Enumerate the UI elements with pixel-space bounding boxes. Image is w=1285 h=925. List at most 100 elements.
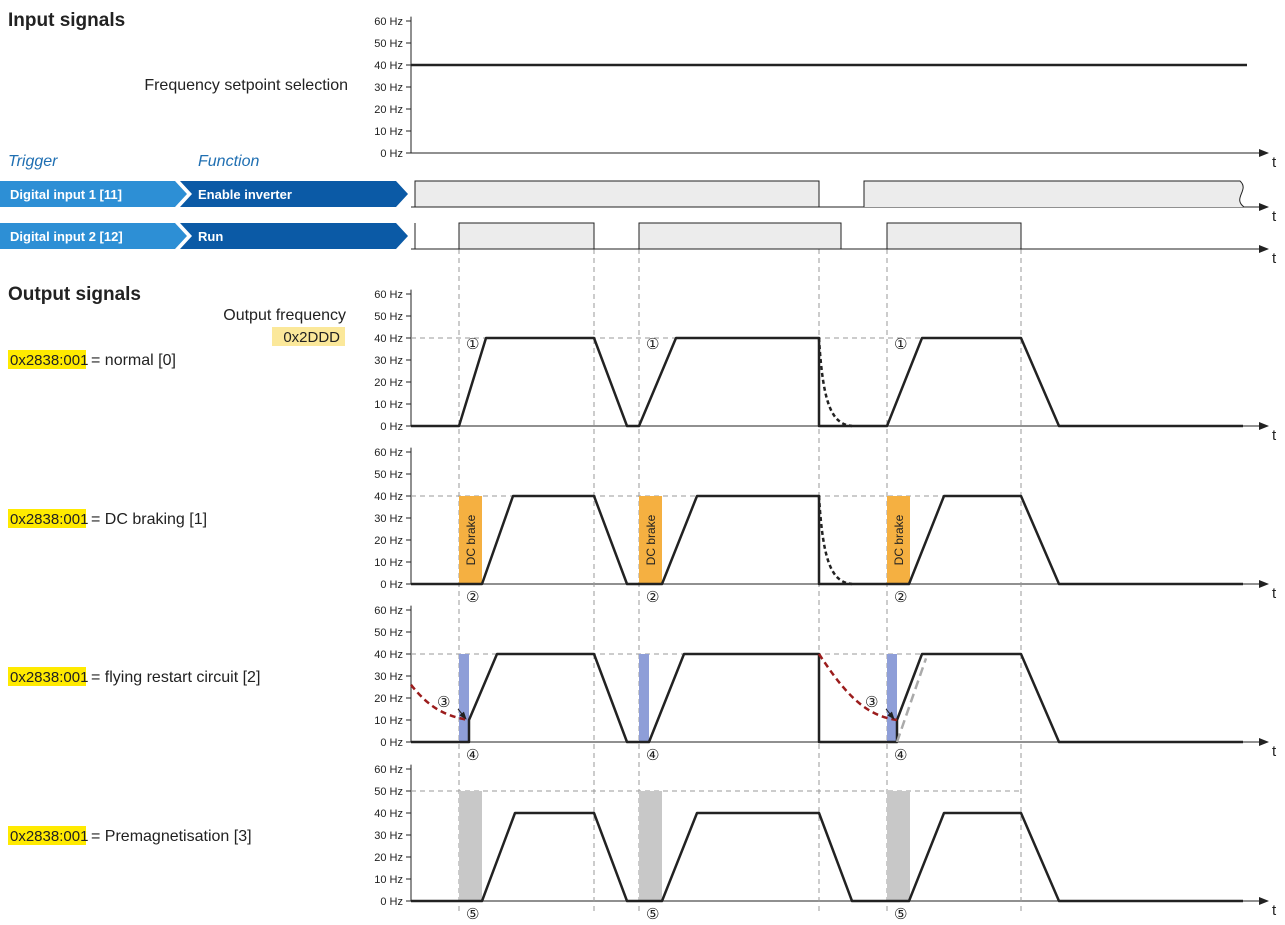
time-axis-label: t <box>1272 250 1277 267</box>
premag-box <box>639 791 662 901</box>
dc-brake-box <box>459 496 482 584</box>
flying-restart-box <box>887 654 897 742</box>
output-trace-normal <box>411 336 1243 428</box>
time-axis-label: t <box>1272 427 1277 444</box>
marker-2: ② <box>646 588 659 606</box>
marker-1: ① <box>646 335 659 353</box>
y-tick-label: 30 Hz <box>374 830 403 842</box>
y-tick-label: 10 Hz <box>374 126 403 138</box>
guide-lines <box>411 249 1022 915</box>
y-tick-label: 40 Hz <box>374 808 403 820</box>
time-axis-label: t <box>1272 743 1277 760</box>
marker-3: ③ <box>437 693 450 711</box>
panel-code: 0x2838:001 <box>10 828 88 845</box>
panel-label-premagnetisation: 0x2838:001 = Premagnetisation [3] <box>8 826 252 845</box>
y-tick-label: 50 Hz <box>374 786 403 798</box>
y-tick-label: 40 Hz <box>374 60 403 72</box>
y-tick-label: 0 Hz <box>380 148 403 160</box>
time-axis-label: t <box>1272 585 1277 602</box>
y-tick-label: 50 Hz <box>374 311 403 323</box>
axes-layer: t 0 Hz 10 Hz 20 Hz 30 Hz 40 Hz 50 Hz 60 Hz t 0 Hz… <box>374 16 1277 919</box>
run-pulse <box>886 222 1022 250</box>
trigger-row-2: Digital input 2 [12] Run <box>0 223 408 249</box>
marker-1: ① <box>894 335 907 353</box>
y-tick-label: 10 Hz <box>374 715 403 727</box>
dc-brake-box <box>639 496 662 584</box>
y-tick-label: 60 Hz <box>374 605 403 617</box>
output-frequency-code-box <box>272 327 345 346</box>
time-axis-label: t <box>1272 154 1277 171</box>
y-tick-label: 10 Hz <box>374 399 403 411</box>
y-tick-label: 10 Hz <box>374 557 403 569</box>
y-tick-label: 50 Hz <box>374 469 403 481</box>
marker-5: ⑤ <box>466 905 479 923</box>
time-axis-label: t <box>1272 902 1277 919</box>
marker-2: ② <box>466 588 479 606</box>
trigger-row-1: Digital input 1 [11] Enable inverter <box>0 181 408 207</box>
flying-restart-box <box>459 654 469 742</box>
y-tick-label: 30 Hz <box>374 82 403 94</box>
panel-text: = normal [0] <box>91 352 176 369</box>
panel-text: = flying restart circuit [2] <box>91 669 260 686</box>
trigger-1-label: Digital input 1 [11] <box>10 187 122 202</box>
y-tick-label: 20 Hz <box>374 104 403 116</box>
y-tick-label: 40 Hz <box>374 491 403 503</box>
y-tick-label: 40 Hz <box>374 649 403 661</box>
search-arrow <box>457 708 467 720</box>
phase-regions: DC brake DC brake DC brake <box>459 496 910 901</box>
run-pulse <box>638 222 842 250</box>
trigger-2-label: Digital input 2 [12] <box>10 229 123 244</box>
marker-2: ② <box>894 588 907 606</box>
signal-traces <box>410 63 1247 903</box>
y-tick-label: 30 Hz <box>374 355 403 367</box>
marker-3: ③ <box>865 693 878 711</box>
panel-label-flying-restart: 0x2838:001 = flying restart circuit [2] <box>8 667 260 686</box>
panel-code: 0x2838:001 <box>10 511 88 528</box>
marker-4: ④ <box>466 746 479 764</box>
event-markers: ① ① ① ② ② ② ③ ③ ④ ④ ④ ⑤ ⑤ ⑤ <box>437 335 907 923</box>
trigger-label: Trigger <box>8 153 58 170</box>
panel-code: 0x2838:001 <box>10 352 88 369</box>
function-label: Function <box>198 153 259 170</box>
dc-brake-label: DC brake <box>644 514 658 565</box>
marker-1: ① <box>466 335 479 353</box>
y-tick-label: 50 Hz <box>374 627 403 639</box>
dc-brake-label: DC brake <box>464 514 478 565</box>
output-trace-premagnetisation <box>411 811 1243 903</box>
coast-down-curve <box>817 495 853 586</box>
y-tick-label: 30 Hz <box>374 671 403 683</box>
y-tick-label: 50 Hz <box>374 38 403 50</box>
y-tick-label: 20 Hz <box>374 377 403 389</box>
y-tick-label: 20 Hz <box>374 535 403 547</box>
panel-text: = Premagnetisation [3] <box>91 828 252 845</box>
y-tick-label: 30 Hz <box>374 513 403 525</box>
flying-restart-box <box>639 654 649 742</box>
run-pulse <box>458 222 595 250</box>
panel-code: 0x2838:001 <box>10 669 88 686</box>
enable-pulse <box>863 180 1245 208</box>
output-trace-dc-braking <box>411 494 1243 586</box>
decaying-speed-curve <box>817 653 898 722</box>
marker-5: ⑤ <box>646 905 659 923</box>
function-2-label: Run <box>198 229 223 244</box>
input-signals-header: Input signals <box>8 10 125 31</box>
y-tick-label: 20 Hz <box>374 693 403 705</box>
y-tick-label: 20 Hz <box>374 852 403 864</box>
time-axis-label: t <box>1272 208 1277 225</box>
frequency-setpoint-label: Frequency setpoint selection <box>144 77 348 94</box>
coast-down-curve <box>817 337 853 428</box>
premag-box <box>459 791 482 901</box>
y-tick-label: 10 Hz <box>374 874 403 886</box>
panel-label-dc-braking: 0x2838:001 = DC braking [1] <box>8 509 207 528</box>
y-tick-label: 40 Hz <box>374 333 403 345</box>
output-signals-header: Output signals <box>8 284 141 305</box>
enable-pulse <box>414 180 820 208</box>
y-tick-label: 60 Hz <box>374 16 403 28</box>
marker-4: ④ <box>894 746 907 764</box>
dc-brake-label: DC brake <box>892 514 906 565</box>
marker-5: ⑤ <box>894 905 907 923</box>
premag-box <box>887 791 910 901</box>
y-tick-label: 60 Hz <box>374 447 403 459</box>
dc-brake-box <box>887 496 910 584</box>
